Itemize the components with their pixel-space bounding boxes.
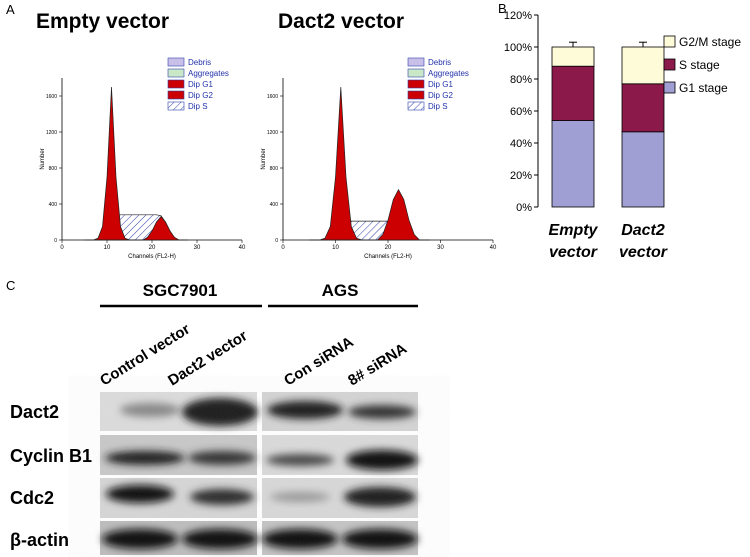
y-axis-label: Number: [261, 148, 267, 169]
legend-swatch: [407, 79, 425, 89]
legend-label: Aggregates: [188, 69, 229, 78]
x-tick-label: 10: [104, 245, 111, 251]
x-tick-label: 20: [149, 245, 156, 251]
legend-swatch: [167, 101, 185, 111]
area: [84, 216, 188, 241]
group-label: SGC7901: [143, 281, 218, 300]
y-tick-label: 80%: [510, 74, 532, 86]
legend-label: Dip S: [188, 102, 208, 111]
y-tick-label: 0: [54, 238, 57, 244]
legend-swatch: [663, 81, 676, 94]
legend-swatch: [407, 90, 425, 100]
y-tick-label: 1600: [267, 94, 278, 100]
bar: [551, 120, 595, 208]
y-tick-label: 60%: [510, 106, 532, 118]
legend-label: G1 stage: [679, 81, 728, 95]
legend-swatch: [167, 79, 185, 89]
legend-label: Debris: [188, 58, 211, 67]
row-label: Dact2: [10, 402, 59, 422]
x-axis-label: Channels (FL2-H): [364, 254, 412, 260]
y-tick-label: 400: [49, 202, 58, 208]
legend-label: Debris: [428, 58, 451, 67]
y-tick-label: 1600: [46, 94, 57, 100]
group-label: AGS: [322, 281, 359, 300]
x-tick-label: 40: [490, 245, 497, 251]
y-axis-label: Number: [40, 148, 46, 169]
chart-title: Empty vector: [36, 10, 169, 33]
legend-label: Aggregates: [428, 69, 469, 78]
y-tick-label: 120%: [504, 10, 532, 22]
y-tick-label: 1200: [46, 130, 57, 136]
bar: [621, 131, 665, 208]
y-tick-label: 100%: [504, 42, 532, 54]
panel-label: C: [6, 278, 15, 293]
x-tick-label: Empty vector: [548, 222, 598, 261]
legend-label: Dip G1: [428, 80, 453, 89]
x-tick-label: 10: [332, 245, 339, 251]
x-tick-label: 30: [437, 245, 444, 251]
bar: [551, 65, 595, 121]
row-label: Cdc2: [10, 488, 54, 508]
x-tick-label: 0: [60, 245, 64, 251]
legend-swatch: [167, 90, 185, 100]
y-tick-label: 0%: [516, 202, 532, 214]
row-label: Cyclin B1: [10, 446, 92, 466]
y-tick-label: 800: [270, 166, 279, 172]
legend-swatch: [167, 57, 185, 67]
x-tick-label: 40: [239, 245, 246, 251]
bar: [621, 83, 665, 133]
legend-swatch: [663, 35, 676, 48]
row-label: β-actin: [10, 530, 69, 550]
y-tick-label: 800: [49, 166, 58, 172]
legend-swatch: [167, 68, 185, 78]
x-tick-label: 20: [385, 245, 392, 251]
bar: [551, 46, 595, 67]
legend-swatch: [407, 57, 425, 67]
y-tick-label: 20%: [510, 170, 532, 182]
legend-label: Dip G2: [428, 91, 453, 100]
y-tick-label: 0: [275, 238, 278, 244]
x-tick-label: 0: [281, 245, 285, 251]
legend-swatch: [407, 101, 425, 111]
y-tick-label: 400: [270, 202, 279, 208]
y-tick-label: 40%: [510, 138, 532, 150]
y-tick-label: 1200: [267, 130, 278, 136]
panel-label: A: [6, 2, 15, 17]
legend-swatch: [663, 58, 676, 71]
legend-label: S stage: [679, 58, 720, 72]
legend-label: G2/M stage: [679, 35, 741, 49]
legend-label: Dip G1: [188, 80, 213, 89]
x-axis-label: Channels (FL2-H): [128, 254, 176, 260]
blot: [100, 304, 418, 555]
bar: [621, 46, 665, 85]
legend-swatch: [407, 68, 425, 78]
area: [309, 188, 430, 241]
x-tick-label: 30: [194, 245, 201, 251]
lane-label: Con siRNA: [281, 333, 357, 389]
panel-label: B: [498, 1, 507, 16]
chart-title: Dact2 vector: [278, 10, 404, 33]
x-tick-label: Dact2 vector: [618, 222, 668, 261]
legend-label: Dip G2: [188, 91, 213, 100]
legend-label: Dip S: [428, 102, 448, 111]
